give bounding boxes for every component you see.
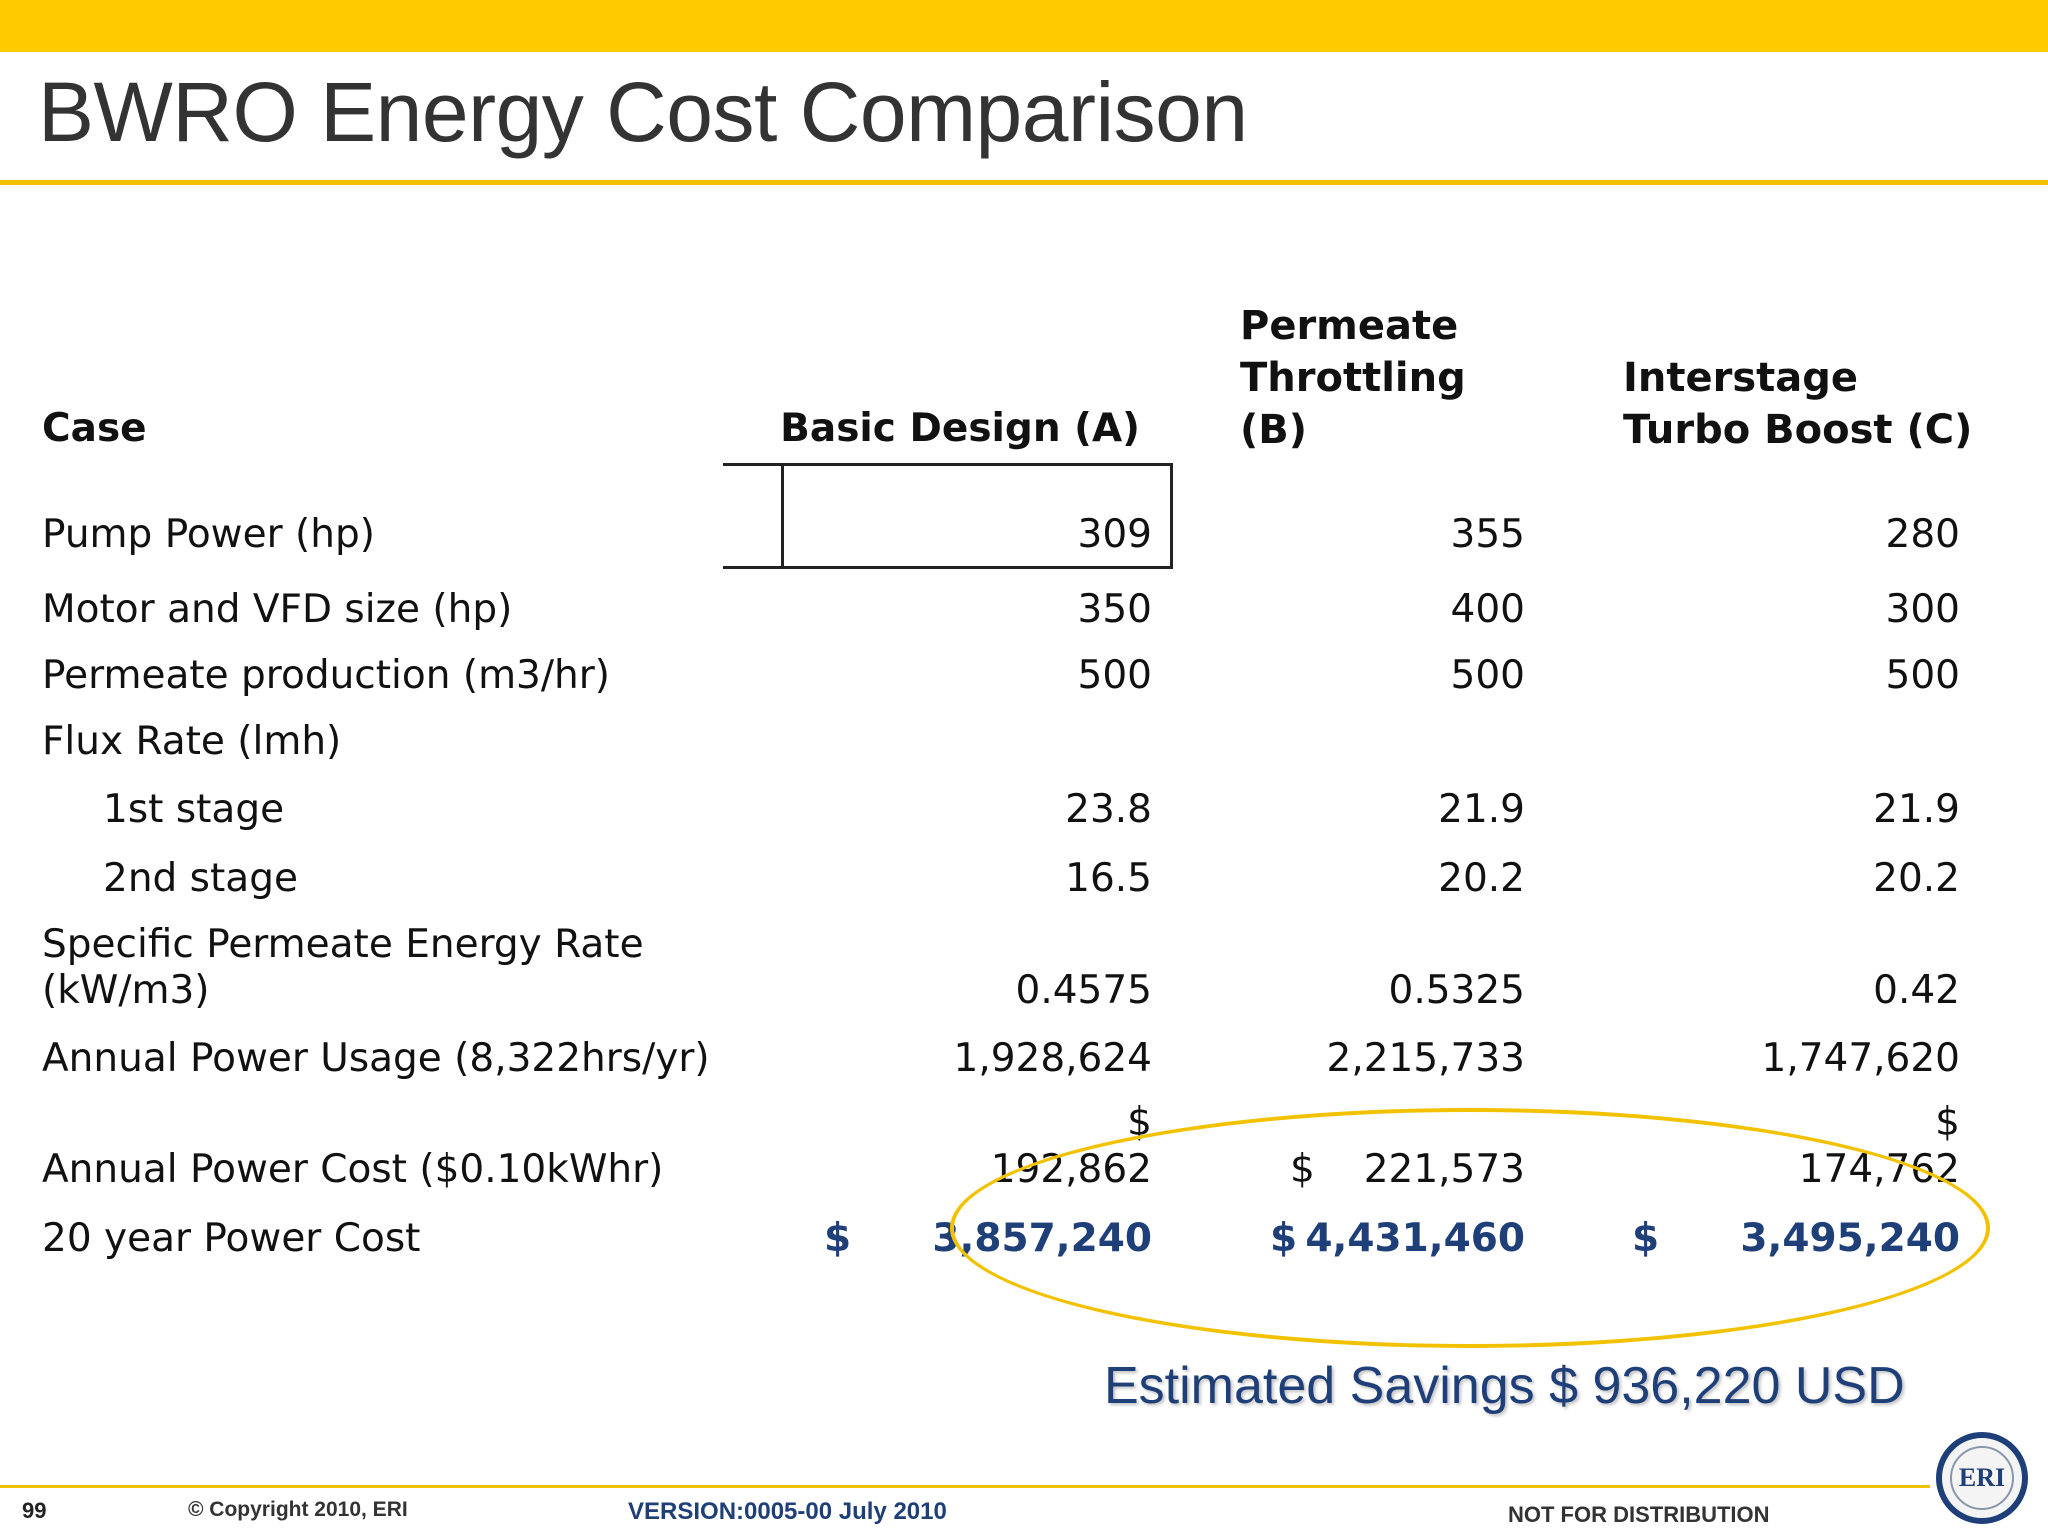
highlight-box-right [1170, 463, 1173, 569]
cell-b-specific-energy: 0.5325 [1388, 968, 1525, 1013]
cell-a-pump-power: 309 [1077, 512, 1152, 557]
version: VERSION:0005-00 July 2010 [628, 1498, 947, 1525]
slide-title: BWRO Energy Cost Comparison [38, 65, 1248, 159]
cell-c-2nd-stage: 20.2 [1873, 856, 1960, 901]
cell-c-permeate-production: 500 [1885, 653, 1960, 698]
row-label-specific-energy-line2: (kW/m3) [42, 968, 210, 1013]
cell-a-2nd-stage: 16.5 [1065, 856, 1152, 901]
row-label-pump-power: Pump Power (hp) [42, 512, 375, 557]
header-b-line1: Permeate [1240, 303, 1459, 349]
cell-a-motor-vfd: 350 [1077, 587, 1152, 632]
cell-b-2nd-stage: 20.2 [1438, 856, 1525, 901]
header-b-line2: Throttling [1240, 355, 1466, 401]
cell-b-pump-power: 355 [1450, 512, 1525, 557]
title-divider [0, 180, 2048, 185]
header-basic-design: Basic Design (A) [780, 406, 1140, 451]
cell-a-permeate-production: 500 [1077, 653, 1152, 698]
row-label-1st-stage: 1st stage [103, 787, 285, 832]
row-label-specific-energy-line1: Specific Permeate Energy Rate [42, 922, 644, 967]
cell-c-pump-power: 280 [1885, 512, 1960, 557]
row-label-2nd-stage: 2nd stage [103, 856, 298, 901]
row-label-flux-rate: Flux Rate (lmh) [42, 719, 342, 764]
estimated-savings: Estimated Savings $ 936,220 USD [1104, 1357, 1905, 1415]
cell-a-specific-energy: 0.4575 [1015, 968, 1152, 1013]
cell-c-motor-vfd: 300 [1885, 587, 1960, 632]
cell-b-annual-usage: 2,215,733 [1326, 1036, 1526, 1081]
highlight-box-top [723, 463, 1173, 466]
cell-a-annual-usage: 1,928,624 [953, 1036, 1153, 1081]
row-label-motor-vfd: Motor and VFD size (hp) [42, 587, 513, 632]
row-label-permeate-production: Permeate production (m3/hr) [42, 653, 610, 698]
top-accent-band [0, 0, 2048, 52]
eri-logo: ERI [1936, 1432, 2028, 1524]
row-label-annual-usage: Annual Power Usage (8,322hrs/yr) [42, 1036, 710, 1081]
highlight-box-bottom [723, 566, 1173, 569]
eri-logo-text: ERI [1950, 1446, 2014, 1510]
cell-c-annual-usage: 1,747,620 [1761, 1036, 1961, 1081]
header-c-line2: Turbo Boost (C) [1623, 407, 1973, 453]
row-label-annual-cost: Annual Power Cost ($0.10kWhr) [42, 1147, 664, 1192]
highlight-box-left [781, 463, 784, 569]
highlight-ellipse [950, 1108, 1990, 1348]
footer-divider [0, 1485, 1930, 1488]
page-number: 99 [22, 1498, 47, 1523]
cell-b-permeate-production: 500 [1450, 653, 1525, 698]
header-c-line1: Interstage [1623, 355, 1859, 401]
distribution-notice: NOT FOR DISTRIBUTION [1508, 1502, 1770, 1527]
header-permeate-throttling: Permeate Throttling (B) [1240, 300, 1466, 456]
cell-c-annual-cost-dollar: $ [1935, 1100, 1960, 1145]
copyright: © Copyright 2010, ERI [188, 1498, 408, 1521]
row-label-20yr-cost: 20 year Power Cost [42, 1216, 421, 1261]
cell-c-1st-stage: 21.9 [1873, 787, 1960, 832]
cell-b-1st-stage: 21.9 [1438, 787, 1525, 832]
row-label-specific-energy: Specific Permeate Energy Rate (kW/m3) [42, 922, 644, 1014]
cell-c-specific-energy: 0.42 [1873, 968, 1960, 1013]
header-case: Case [42, 406, 147, 451]
cell-a-20yr-cost-dollar: $ [824, 1216, 852, 1261]
cell-a-1st-stage: 23.8 [1065, 787, 1152, 832]
cell-b-motor-vfd: 400 [1450, 587, 1525, 632]
header-interstage-turbo: Interstage Turbo Boost (C) [1623, 352, 1972, 456]
header-b-line3: (B) [1240, 407, 1308, 453]
